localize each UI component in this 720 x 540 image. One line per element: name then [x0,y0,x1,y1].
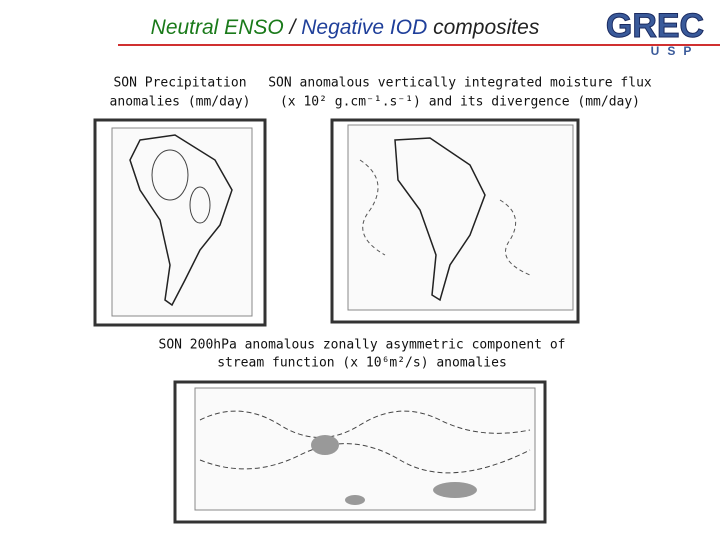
caption-line: (x 10² g.cm⁻¹.s⁻¹) and its divergence (m… [280,95,640,110]
slide-title: Neutral ENSO / Negative IOD composites [151,16,540,39]
caption-line: anomalies (mm/day) [110,95,251,110]
caption-line: SON anomalous vertically integrated mois… [268,76,652,91]
caption-line: stream function (x 10⁶m²/s) anomalies [217,356,507,371]
caption-line: SON Precipitation [113,76,246,91]
precip-map [93,118,267,327]
logo-subtext: USP [651,44,700,58]
title-part: / [284,16,302,39]
title-part: composites [427,16,540,39]
caption-line: SON 200hPa anomalous zonally asymmetric … [159,338,566,353]
moisture-flux-map [330,118,580,324]
title-part: Negative IOD [301,16,427,39]
stream-function-map [173,380,547,524]
logo-text: GREC [606,7,704,45]
title-part: Neutral ENSO [151,16,284,39]
